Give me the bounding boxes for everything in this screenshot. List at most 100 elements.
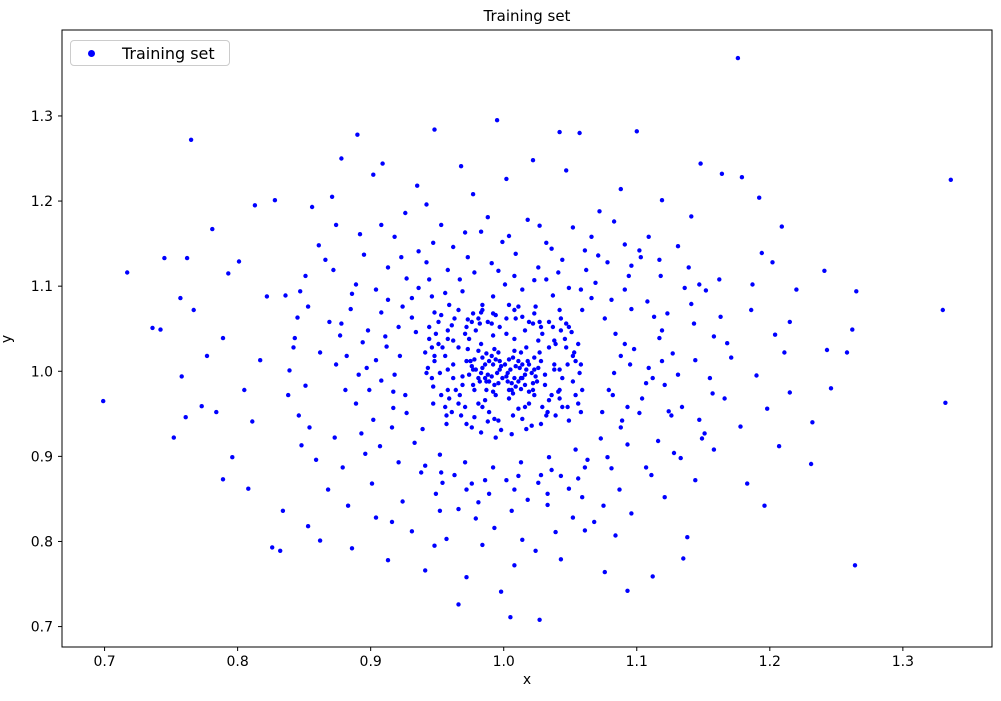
- scatter-point: [618, 186, 623, 192]
- scatter-point: [564, 321, 569, 326]
- scatter-point: [850, 327, 855, 332]
- scatter-point: [470, 311, 476, 316]
- scatter-point: [824, 347, 830, 353]
- scatter-point: [473, 367, 478, 372]
- scatter-point: [597, 209, 602, 214]
- scatter-point: [478, 430, 484, 435]
- scatter-point: [536, 338, 541, 343]
- scatter-point: [622, 287, 627, 292]
- legend-marker-dot-icon: [88, 49, 95, 57]
- y-tick-label: 1.2: [31, 194, 53, 210]
- scatter-point: [506, 387, 512, 393]
- scatter-point: [472, 415, 477, 420]
- scatter-point: [480, 404, 485, 410]
- scatter-point: [303, 383, 308, 388]
- scatter-point: [305, 304, 311, 309]
- scatter-point: [204, 353, 210, 359]
- scatter-point: [505, 379, 510, 384]
- scatter-point: [356, 372, 361, 377]
- scatter-point: [854, 289, 859, 294]
- scatter-point: [384, 344, 389, 349]
- scatter-point: [486, 409, 492, 415]
- scatter-point: [377, 444, 383, 449]
- scatter-point: [403, 392, 408, 398]
- scatter-point: [725, 341, 730, 346]
- scatter-point: [437, 508, 443, 513]
- scatter-point: [242, 387, 247, 393]
- scatter-point: [329, 194, 335, 199]
- scatter-point: [655, 438, 661, 444]
- scatter-point: [524, 367, 529, 372]
- scatter-point: [353, 282, 359, 287]
- scatter-point: [553, 529, 558, 535]
- scatter-point: [178, 295, 183, 301]
- x-axis-label: x: [522, 672, 532, 688]
- scatter-point: [578, 362, 584, 367]
- scatter-point: [476, 348, 481, 353]
- scatter-point: [537, 617, 542, 622]
- scatter-point: [536, 480, 541, 485]
- scatter-point: [363, 451, 368, 456]
- scatter-point: [564, 168, 569, 173]
- scatter-point: [437, 452, 443, 457]
- scatter-point: [496, 381, 501, 386]
- scatter-point: [409, 295, 415, 301]
- scatter-point: [480, 355, 485, 360]
- scatter-point: [506, 396, 512, 401]
- scatter-point: [822, 268, 827, 273]
- scatter-point: [272, 198, 278, 203]
- scatter-point: [258, 358, 263, 363]
- scatter-point: [512, 375, 517, 381]
- scatter-point: [432, 310, 437, 315]
- scatter-point: [852, 563, 858, 568]
- scatter-point: [596, 253, 601, 258]
- scatter-point: [392, 372, 397, 377]
- scatter-point: [534, 379, 540, 384]
- scatter-point: [560, 257, 565, 262]
- scatter-point: [592, 519, 597, 525]
- scatter-point: [457, 277, 462, 282]
- scatter-point: [549, 246, 554, 251]
- scatter-point: [513, 251, 518, 256]
- scatter-point: [570, 353, 576, 359]
- scatter-point: [298, 289, 303, 294]
- scatter-point: [497, 324, 502, 330]
- scatter-point: [445, 267, 450, 273]
- scatter-point: [476, 375, 481, 381]
- scatter-point: [532, 367, 537, 372]
- scatter-point: [497, 367, 502, 372]
- scatter-point: [948, 177, 953, 182]
- scatter-point: [602, 569, 607, 575]
- scatter-point: [188, 137, 194, 142]
- scatter-point: [373, 515, 379, 520]
- scatter-point: [429, 345, 435, 350]
- scatter-point: [492, 416, 497, 422]
- scatter-point: [162, 255, 167, 261]
- scatter-point: [585, 457, 590, 462]
- scatter-point: [546, 345, 552, 350]
- scatter-point: [693, 358, 698, 363]
- scatter-point: [518, 386, 524, 392]
- scatter-point: [618, 353, 623, 359]
- scatter-point: [399, 255, 404, 260]
- scatter-point: [494, 118, 500, 123]
- scatter-point: [576, 341, 581, 347]
- scatter-point: [451, 244, 456, 250]
- scatter-point: [385, 558, 391, 563]
- scatter-point: [566, 418, 572, 423]
- scatter-point: [409, 529, 415, 534]
- scatter-point: [558, 328, 564, 333]
- scatter-point: [404, 276, 409, 281]
- scatter-point: [490, 333, 496, 338]
- scatter-point: [496, 418, 501, 423]
- scatter-point: [682, 285, 687, 291]
- scatter-point: [516, 406, 521, 411]
- scatter-point: [389, 519, 395, 525]
- scatter-point: [500, 239, 505, 245]
- scatter-point: [549, 467, 554, 473]
- scatter-point: [472, 357, 477, 362]
- y-tick-label: 1.0: [31, 364, 53, 380]
- scatter-point: [566, 285, 572, 291]
- legend: Training set: [70, 40, 230, 66]
- scatter-point: [400, 499, 405, 504]
